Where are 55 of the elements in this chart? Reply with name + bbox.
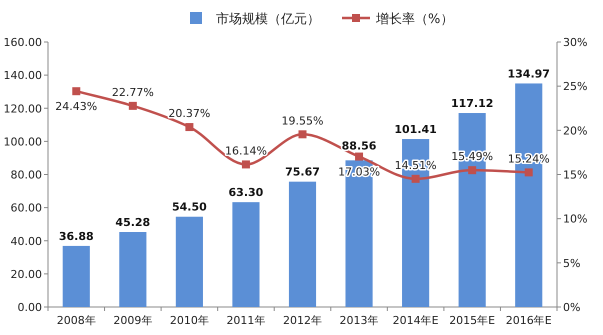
x-tick-label: 2014年E <box>392 314 439 327</box>
y-tick-label: 60.00 <box>10 202 42 215</box>
y2-tick-label: 5% <box>563 256 580 270</box>
point <box>72 87 80 96</box>
y2-tick-label: 0% <box>563 301 580 314</box>
y-tick-label: 0.00 <box>18 301 42 314</box>
data-label: 36.88 <box>58 230 94 243</box>
point <box>298 130 306 138</box>
y-tick-label: 100.00 <box>4 135 42 148</box>
bar <box>176 216 203 307</box>
data-label: 117.12 <box>450 97 494 110</box>
point <box>242 160 250 168</box>
data-label: 22.77% <box>112 86 154 99</box>
data-label: 19.55% <box>282 114 324 128</box>
data-label: 75.67 <box>285 166 320 179</box>
point <box>128 102 137 110</box>
y2-tick-label: 10% <box>563 212 588 226</box>
y-tick-label: 120.00 <box>4 102 42 116</box>
data-label: 88.56 <box>342 140 377 153</box>
y2-tick-label: 25% <box>563 80 588 94</box>
y-tick-label: 160.00 <box>4 36 42 49</box>
bar <box>119 232 146 307</box>
x-tick-label: 2016年E <box>506 314 552 327</box>
data-label: 24.43% <box>55 100 98 114</box>
y-tick-label: 40.00 <box>10 234 42 248</box>
x-tick-label: 2015年E <box>449 314 496 327</box>
point <box>185 123 194 132</box>
legend-label: 增长率（%） <box>375 11 454 27</box>
y-tick-label: 140.00 <box>4 69 42 82</box>
x-tick-label: 2009年 <box>113 314 152 327</box>
y2-tick-label: 20% <box>563 124 588 138</box>
y-tick-label: 80.00 <box>10 168 42 182</box>
data-label: 101.41 <box>394 123 437 136</box>
y2-tick-label: 15% <box>563 168 588 182</box>
x-tick-label: 2013年 <box>340 314 379 327</box>
x-tick-label: 2008年 <box>56 314 96 327</box>
y-tick-label: 20.00 <box>10 268 42 281</box>
data-label: 134.97 <box>507 67 550 80</box>
data-label: 45.28 <box>115 216 150 230</box>
data-label: 63.30 <box>228 186 264 200</box>
legend-label: 市场规模（亿元） <box>216 12 320 27</box>
bar <box>62 246 90 307</box>
x-tick-label: 2011年 <box>226 314 266 327</box>
point <box>468 166 476 174</box>
data-label: 54.50 <box>172 200 208 214</box>
data-label: 20.37% <box>168 107 210 120</box>
point <box>412 174 420 183</box>
x-tick-label: 2012年 <box>283 314 322 327</box>
x-tick-label: 2010年 <box>170 314 209 327</box>
bar <box>232 202 260 307</box>
point <box>355 152 364 161</box>
data-label: 16.14% <box>224 144 267 158</box>
point <box>524 168 533 176</box>
bar <box>288 182 316 307</box>
y2-tick-label: 30% <box>563 36 588 49</box>
